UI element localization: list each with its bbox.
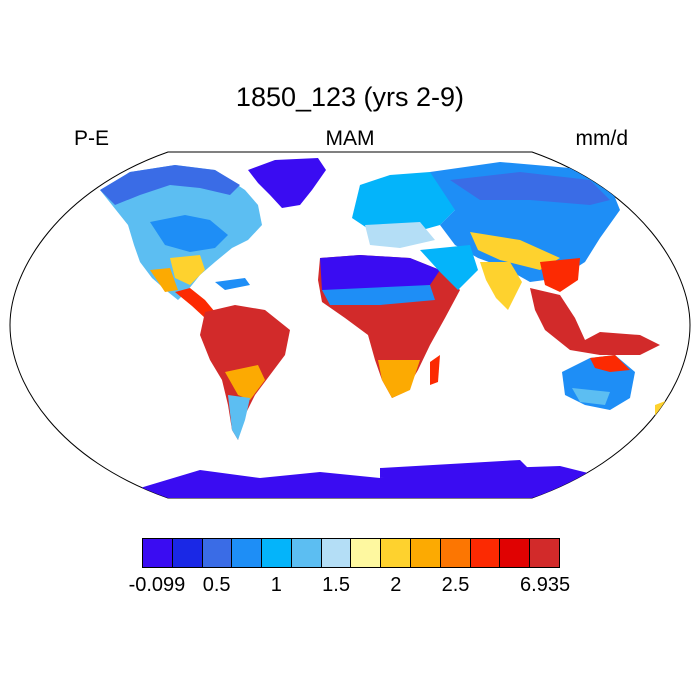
colorbar-box	[470, 539, 501, 567]
colorbar-box	[172, 539, 203, 567]
colorbar-box	[530, 539, 559, 567]
colorbar-tick-label: -0.099	[128, 574, 186, 596]
colorbar-box	[262, 539, 292, 567]
variable-label: P-E	[74, 127, 110, 150]
colorbar-box	[202, 539, 233, 567]
colorbar-tick-label: 1	[270, 574, 282, 596]
colorbar-box	[351, 539, 382, 567]
colorbar-box	[291, 539, 322, 567]
units-label: mm/d	[575, 127, 629, 150]
colorbar	[142, 538, 560, 568]
colorbar-box	[411, 539, 441, 567]
greenland	[248, 158, 326, 208]
colorbar-box	[143, 539, 173, 567]
colorbar-tick-label: 0.5	[202, 574, 231, 596]
colorbar-box	[381, 539, 412, 567]
map-title: 1850_123 (yrs 2-9)	[235, 82, 465, 112]
europe	[352, 172, 460, 235]
colorbar-tick-label: 2.5	[441, 574, 470, 596]
colorbar-box	[321, 539, 352, 567]
antarctica	[140, 466, 620, 498]
central-america	[175, 288, 215, 318]
colorbar-tick-label: 2	[390, 574, 402, 596]
colorbar-tick-label: 1.5	[322, 574, 350, 596]
india	[480, 262, 522, 310]
colorbar-box	[232, 539, 263, 567]
southeast-asia	[530, 288, 660, 355]
colorbar-tick-label: 6.935	[520, 574, 571, 596]
colorbar-box	[500, 539, 531, 567]
colorbar-box	[440, 539, 471, 567]
season-label: MAM	[325, 127, 375, 150]
